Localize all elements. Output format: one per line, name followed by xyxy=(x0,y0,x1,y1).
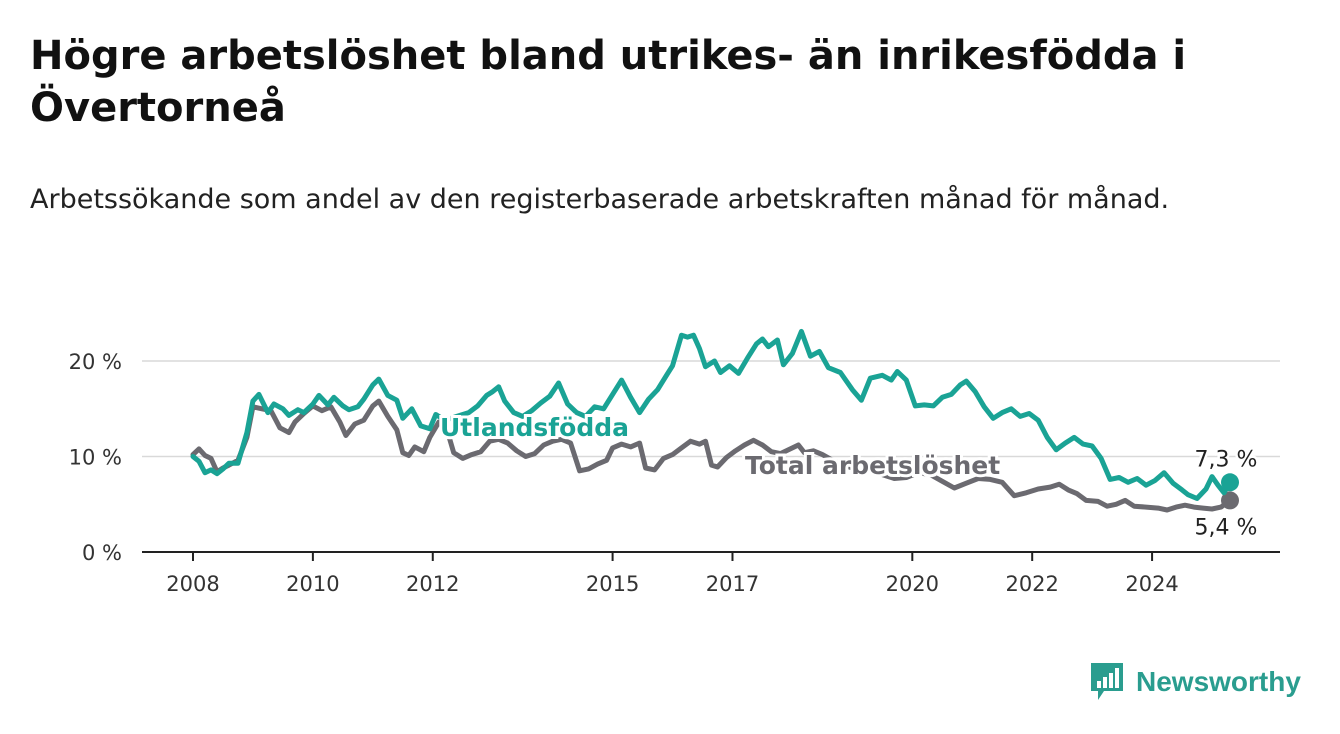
x-axis-ticks: 2008 2010 2012 2015 2017 2020 2022 2024 xyxy=(166,552,1179,596)
x-tick-label: 2012 xyxy=(406,572,459,596)
end-point-utlandsfodda xyxy=(1221,473,1239,492)
x-tick-label: 2017 xyxy=(706,572,759,596)
x-tick-label: 2008 xyxy=(166,572,219,596)
y-tick-label: 10 % xyxy=(69,446,122,470)
chart-title: Högre arbetslöshet bland utrikes- än inr… xyxy=(30,33,1187,131)
series-line-utlandsfodda xyxy=(190,328,1233,501)
series-label-utlandsfodda: Utlandsfödda xyxy=(440,413,629,442)
chart-subtitle: Arbetssökande som andel av den registerb… xyxy=(30,184,1170,215)
y-axis-tick-labels: 0 % 10 % 20 % xyxy=(69,350,122,565)
end-value-total: 5,4 % xyxy=(1195,515,1258,540)
y-tick-label: 0 % xyxy=(82,541,122,565)
end-value-utlandsfodda: 7,3 % xyxy=(1195,447,1258,472)
series-labels: Utlandsfödda Total arbetslöshet 7,3 % 5,4 % xyxy=(437,410,1260,543)
x-tick-label: 2010 xyxy=(286,572,339,596)
x-tick-label: 2020 xyxy=(886,572,939,596)
brand-logo: Newsworthy xyxy=(1088,660,1301,704)
end-point-total xyxy=(1221,491,1239,510)
line-chart: 0 % 10 % 20 % 2008 2010 2012 2015 2017 2020 2022… xyxy=(69,328,1280,596)
newsworthy-logo-icon xyxy=(1091,663,1123,700)
x-tick-label: 2015 xyxy=(586,572,639,596)
x-tick-label: 2024 xyxy=(1125,572,1178,596)
series-lines xyxy=(190,328,1239,513)
series-label-total: Total arbetslöshet xyxy=(745,451,1000,480)
brand-name: Newsworthy xyxy=(1136,666,1301,697)
x-tick-label: 2022 xyxy=(1005,572,1058,596)
y-tick-label: 20 % xyxy=(69,350,122,374)
series-line-total xyxy=(190,398,1233,513)
